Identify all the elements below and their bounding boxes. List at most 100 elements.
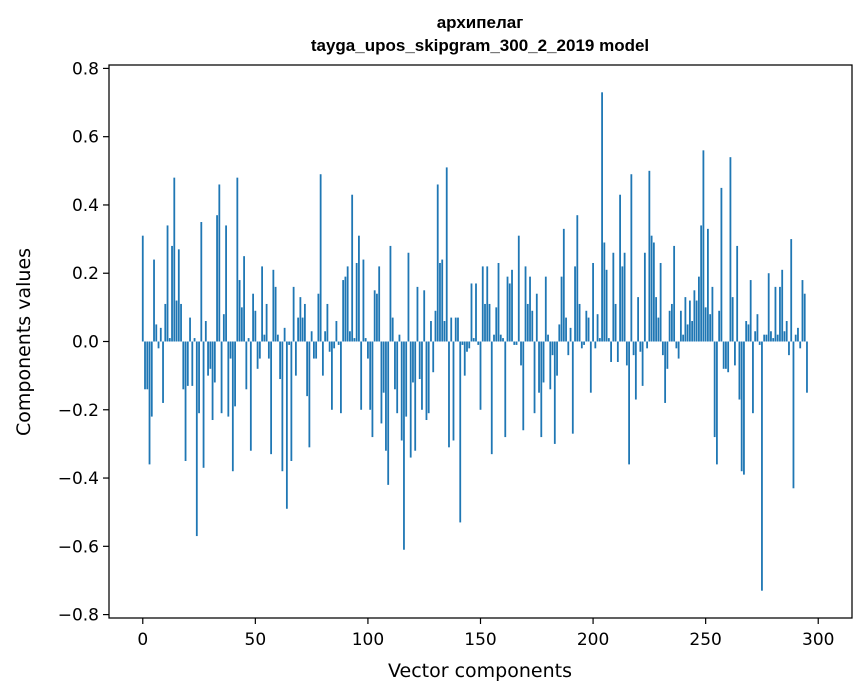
bar-123 <box>418 341 421 380</box>
bar-205 <box>603 242 606 342</box>
bar-45 <box>243 256 245 342</box>
bar-273 <box>756 314 759 342</box>
chart-title-line-1: архипелаг <box>437 13 524 32</box>
bar-181 <box>549 341 552 390</box>
bar-262 <box>731 297 734 342</box>
bar-240 <box>682 334 685 342</box>
x-axis-ticks: 0 50 100 150 200 250 300 <box>137 618 834 650</box>
bar-82 <box>326 303 329 342</box>
bar-290 <box>794 334 797 342</box>
bar-190 <box>569 327 572 342</box>
x-tick-label: 250 <box>689 630 721 650</box>
bar-221 <box>639 341 642 352</box>
bar-126 <box>425 341 428 421</box>
bar-293 <box>801 280 804 342</box>
bar-20 <box>186 341 189 386</box>
bar-202 <box>596 314 599 342</box>
bar-154 <box>488 303 491 342</box>
bar-31 <box>211 341 214 421</box>
bar-13 <box>171 245 173 342</box>
bar-150 <box>479 341 482 410</box>
bar-91 <box>346 266 349 342</box>
bar-79 <box>319 174 322 342</box>
bar-161 <box>504 341 507 438</box>
bar-119 <box>409 341 412 458</box>
bar-62 <box>281 341 284 472</box>
bar-74 <box>308 341 311 448</box>
bar-286 <box>785 321 788 342</box>
bar-16 <box>177 249 180 342</box>
bar-105 <box>378 266 381 342</box>
bar-118 <box>407 252 410 342</box>
bar-125 <box>423 290 426 342</box>
bar-191 <box>571 341 574 434</box>
bar-6 <box>155 324 158 342</box>
bar-52 <box>258 341 261 359</box>
bar-295 <box>806 341 808 393</box>
bar-46 <box>245 341 248 390</box>
bar-264 <box>736 245 739 342</box>
bar-243 <box>688 300 691 342</box>
bar-140 <box>457 317 459 342</box>
bar-246 <box>695 300 698 342</box>
bar-158 <box>497 262 500 342</box>
bar-182 <box>551 341 554 356</box>
bar-277 <box>765 334 768 342</box>
bar-4 <box>150 341 153 417</box>
bar-58 <box>272 269 275 342</box>
bar-21 <box>189 317 191 342</box>
bar-29 <box>207 341 209 376</box>
y-tick-label: 0.8 <box>72 59 99 79</box>
bar-162 <box>506 276 509 342</box>
bar-107 <box>382 341 385 393</box>
bar-279 <box>770 331 772 342</box>
bar-34 <box>218 184 221 342</box>
bar-23 <box>193 338 196 342</box>
bar-172 <box>529 276 531 342</box>
bar-55 <box>265 303 268 342</box>
bar-260 <box>727 341 730 373</box>
bar-228 <box>655 297 658 342</box>
bar-280 <box>772 338 775 342</box>
bar-19 <box>184 341 187 461</box>
bar-78 <box>317 293 320 342</box>
bar-95 <box>355 262 358 342</box>
bar-2 <box>146 341 149 390</box>
bar-103 <box>373 290 376 342</box>
bar-165 <box>513 341 516 345</box>
bar-84 <box>331 341 333 410</box>
bar-218 <box>632 341 635 356</box>
bar-241 <box>684 297 687 342</box>
bar-87 <box>337 341 340 345</box>
bar-72 <box>303 303 306 342</box>
bar-270 <box>749 280 752 342</box>
bar-94 <box>353 338 356 342</box>
y-tick-label: 0.4 <box>72 196 99 216</box>
y-tick-label: −0.6 <box>58 537 99 557</box>
bar-152 <box>484 303 486 342</box>
bar-93 <box>351 194 354 342</box>
y-tick-label: −0.8 <box>58 606 99 626</box>
bar-113 <box>396 341 399 414</box>
bar-222 <box>641 341 644 386</box>
bar-37 <box>225 225 227 342</box>
bar-233 <box>666 341 669 369</box>
bar-44 <box>240 307 243 342</box>
bar-138 <box>452 341 455 441</box>
bar-106 <box>380 341 383 424</box>
bar-211 <box>616 341 619 362</box>
bar-215 <box>625 341 628 366</box>
bar-210 <box>614 303 617 342</box>
bar-235 <box>670 303 673 342</box>
bar-252 <box>709 314 712 342</box>
bar-245 <box>693 290 696 342</box>
bar-117 <box>405 341 408 417</box>
bar-186 <box>560 276 563 342</box>
bar-272 <box>754 331 757 342</box>
bar-76 <box>312 341 315 359</box>
bar-67 <box>292 286 295 342</box>
bar-236 <box>673 245 676 342</box>
bar-148 <box>475 283 477 342</box>
bar-41 <box>234 341 236 407</box>
bar-11 <box>166 225 169 342</box>
